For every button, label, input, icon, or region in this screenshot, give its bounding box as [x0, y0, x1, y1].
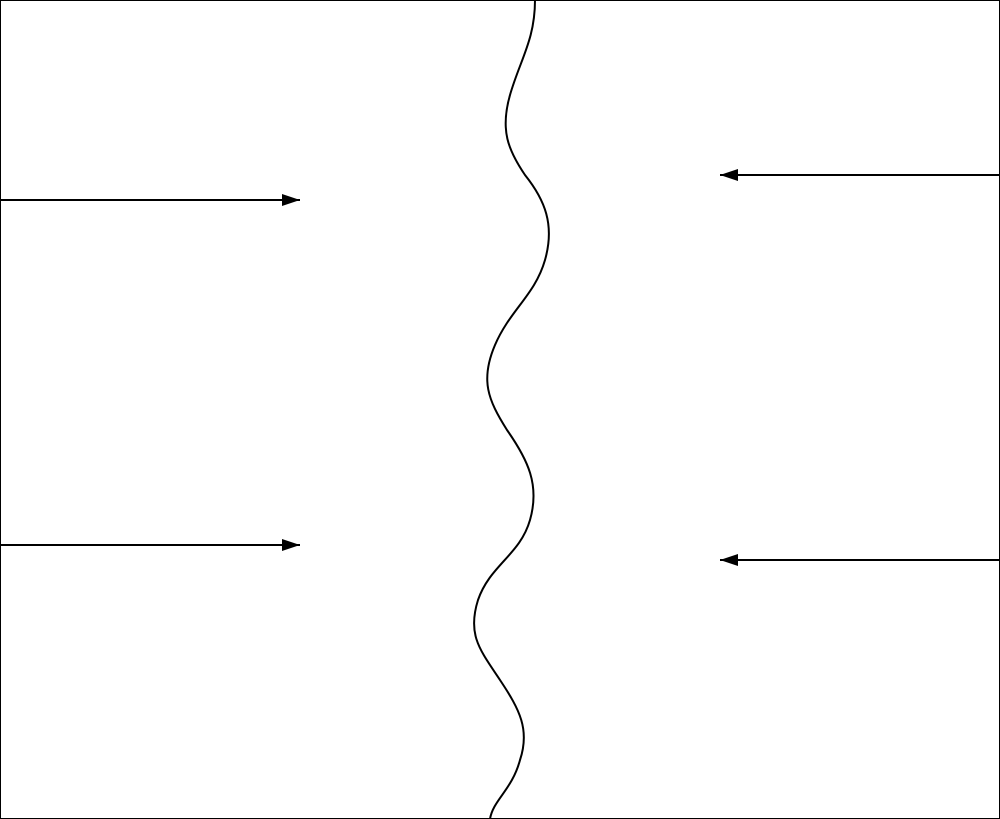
diagram-frame [0, 0, 1000, 819]
arrow-bottom-left [0, 539, 300, 551]
wavy-divider-line [474, 0, 549, 819]
diagram-canvas [0, 0, 1000, 819]
arrowhead-icon [720, 169, 738, 181]
arrow-top-right [720, 169, 1000, 181]
arrowhead-icon [282, 539, 300, 551]
arrow-bottom-right [720, 554, 1000, 566]
arrowhead-icon [282, 194, 300, 206]
arrowhead-icon [720, 554, 738, 566]
arrow-top-left [0, 194, 300, 206]
